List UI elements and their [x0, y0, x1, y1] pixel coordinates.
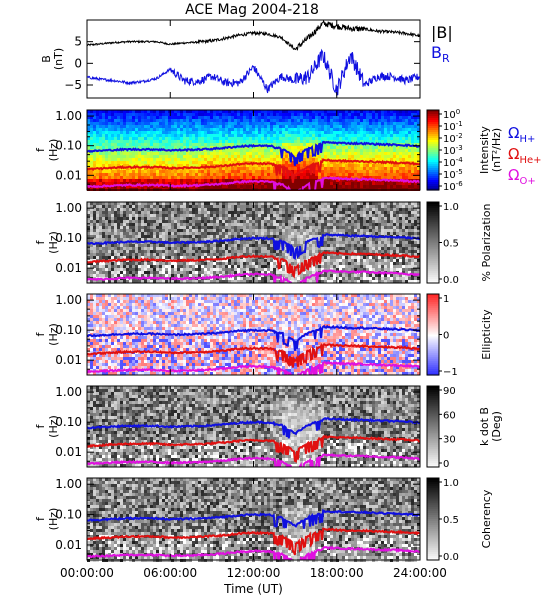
gyrofrequency-line-Heplus — [87, 250, 420, 279]
panel-coherency: 1.00 0.10 0.01 f(Hz) 1.0 0.5 0.0 Coherency — [34, 477, 493, 563]
xaxis-label: Time (UT) — [223, 582, 283, 596]
gyrofrequency-line-Oplus — [87, 360, 420, 375]
series-line-b-r — [87, 48, 420, 97]
gyrofrequency-line-Heplus — [87, 342, 420, 368]
intensity-ytick-label: 0.01 — [55, 168, 82, 182]
xtick-label: 06:00:00 — [143, 566, 197, 580]
gyrofrequency-line-Oplus — [87, 269, 420, 283]
kdotb-colorbar-tick: 30 — [443, 435, 456, 446]
gyrofrequency-line-Heplus — [87, 158, 420, 183]
time-axis: 00:00:00 06:00:00 12:00:00 18:00:00 24:00:00… — [60, 566, 447, 596]
polarization-ylabel: f(Hz) — [34, 231, 60, 254]
xtick-label: 00:00:00 — [60, 566, 114, 580]
coherency-ytick-label: 0.01 — [55, 538, 82, 552]
bfield-ytick-label: 5 — [74, 35, 82, 49]
polarization-colorbar-label: % Polarization — [480, 204, 493, 282]
gyrofrequency-line-Hplus — [87, 233, 420, 260]
bfield-ytick-label: −5 — [64, 78, 82, 92]
intensity-ytick-label: 1.00 — [55, 109, 82, 123]
ellipticity-colorbar-tick: 0 — [443, 331, 449, 342]
panel-intensity: 1.00 0.10 0.01 f(Hz) 10010-110-210-310-410-5… — [34, 108, 542, 193]
xtick-label: 24:00:00 — [393, 566, 447, 580]
coherency-colorbar: 1.0 0.5 0.0 Coherency — [426, 477, 493, 563]
coherency-ytick-label: 0.10 — [55, 508, 82, 522]
kdotb-ylabel: f(Hz) — [34, 415, 60, 438]
polarization-ytick-label: 0.01 — [55, 261, 82, 275]
polarization-colorbar-tick: 0.5 — [443, 239, 459, 250]
legend-omega-Hplus: ΩH+ — [508, 124, 535, 145]
polarization-colorbar-tick: 1.0 — [443, 202, 459, 213]
xtick-label: 12:00:00 — [227, 566, 281, 580]
ellipticity-ytick-label: 1.00 — [55, 293, 82, 307]
polarization-ytick-label: 1.00 — [55, 201, 82, 215]
intensity-ylabel: f(Hz) — [34, 139, 60, 162]
legend-omega-Oplus: ΩO+ — [508, 166, 536, 187]
figure-content: −505B(nT)|B|BR1.000.100.01f(Hz)10010-110… — [34, 19, 542, 596]
intensity-colorbar: 10010-110-210-310-410-510-6Intensity(nT²… — [426, 108, 503, 193]
coherency-colorbar-tick: 0.5 — [443, 515, 459, 526]
kdotb-colorbar-tick: 0 — [443, 459, 449, 470]
polarization-colorbar-tick: 0.0 — [443, 275, 459, 286]
ellipticity-ytick-label: 0.01 — [55, 353, 82, 367]
polarization-colorbar: 1.0 0.5 0.0 % Polarization — [426, 201, 493, 286]
legend-omega-Heplus: ΩHe+ — [508, 145, 542, 166]
kdotb-colorbar-label: k dot B(Deg) — [478, 407, 503, 446]
legend-b-r: BR — [431, 43, 450, 65]
ellipticity-colorbar-tick: 1 — [443, 294, 449, 305]
panel-polarization: 1.00 0.10 0.01 f(Hz) 1.0 0.5 0.0 % Polarization — [34, 201, 493, 286]
coherency-colorbar-tick: 1.0 — [443, 478, 459, 489]
ellipticity-colorbar-tick: −1 — [443, 367, 458, 378]
bfield-ylabel: B(nT) — [40, 48, 65, 70]
gyrofrequency-line-Hplus — [87, 140, 420, 166]
gyrofrequency-line-Hplus — [87, 324, 420, 351]
gyrofrequency-line-Heplus — [87, 527, 420, 556]
gyrofrequency-line-Hplus — [87, 417, 420, 439]
xtick-label: 18:00:00 — [310, 566, 364, 580]
polarization-ytick-label: 0.10 — [55, 231, 82, 245]
intensity-colorbar-label: Intensity(nT²/Hz) — [478, 126, 503, 174]
figure-title: ACE Mag 2004-218 — [185, 2, 319, 18]
coherency-ylabel: f(Hz) — [34, 508, 60, 531]
gyrofrequency-line-Oplus — [87, 453, 420, 467]
kdotb-colorbar-tick: 60 — [443, 410, 456, 421]
coherency-colorbar-tick: 0.0 — [443, 552, 459, 563]
ellipticity-ytick-label: 0.10 — [55, 323, 82, 337]
intensity-colorbar-tick: 10-6 — [443, 180, 463, 193]
legend-b-magnitude: |B| — [431, 23, 453, 42]
kdotb-colorbar-tick: 90 — [443, 386, 456, 397]
kdotb-ytick-label: 1.00 — [55, 385, 82, 399]
kdotb-ytick-label: 0.10 — [55, 415, 82, 429]
ellipticity-ylabel: f(Hz) — [34, 323, 60, 346]
ellipticity-colorbar: 1 0 −1 Ellipticity — [426, 293, 493, 378]
gyrofrequency-line-Hplus — [87, 508, 420, 529]
kdotb-colorbar: 90 60 30 0 k dot B(Deg) — [426, 385, 503, 470]
coherency-ytick-label: 1.00 — [55, 477, 82, 491]
series-line-b-magnitude — [87, 20, 420, 51]
gyrofrequency-line-Oplus — [87, 176, 420, 190]
intensity-ytick-label: 0.10 — [55, 139, 82, 153]
panel-ellipticity: 1.00 0.10 0.01 f(Hz) 1 0 −1 Ellipticity — [34, 293, 493, 378]
bfield-frame — [86, 19, 421, 99]
gyrofrequency-line-Heplus — [87, 434, 420, 463]
kdotb-ytick-label: 0.01 — [55, 445, 82, 459]
gyrofrequency-line-Oplus — [87, 545, 420, 560]
panel-bfield: −5 0 5 B(nT) |B|BR — [40, 19, 453, 99]
coherency-colorbar-label: Coherency — [480, 489, 493, 548]
ellipticity-colorbar-label: Ellipticity — [480, 309, 493, 360]
panel-kdotb: 1.00 0.10 0.01 f(Hz) 90 60 30 0 k dot B(Deg) — [34, 385, 503, 470]
bfield-ytick-label: 0 — [74, 56, 82, 70]
